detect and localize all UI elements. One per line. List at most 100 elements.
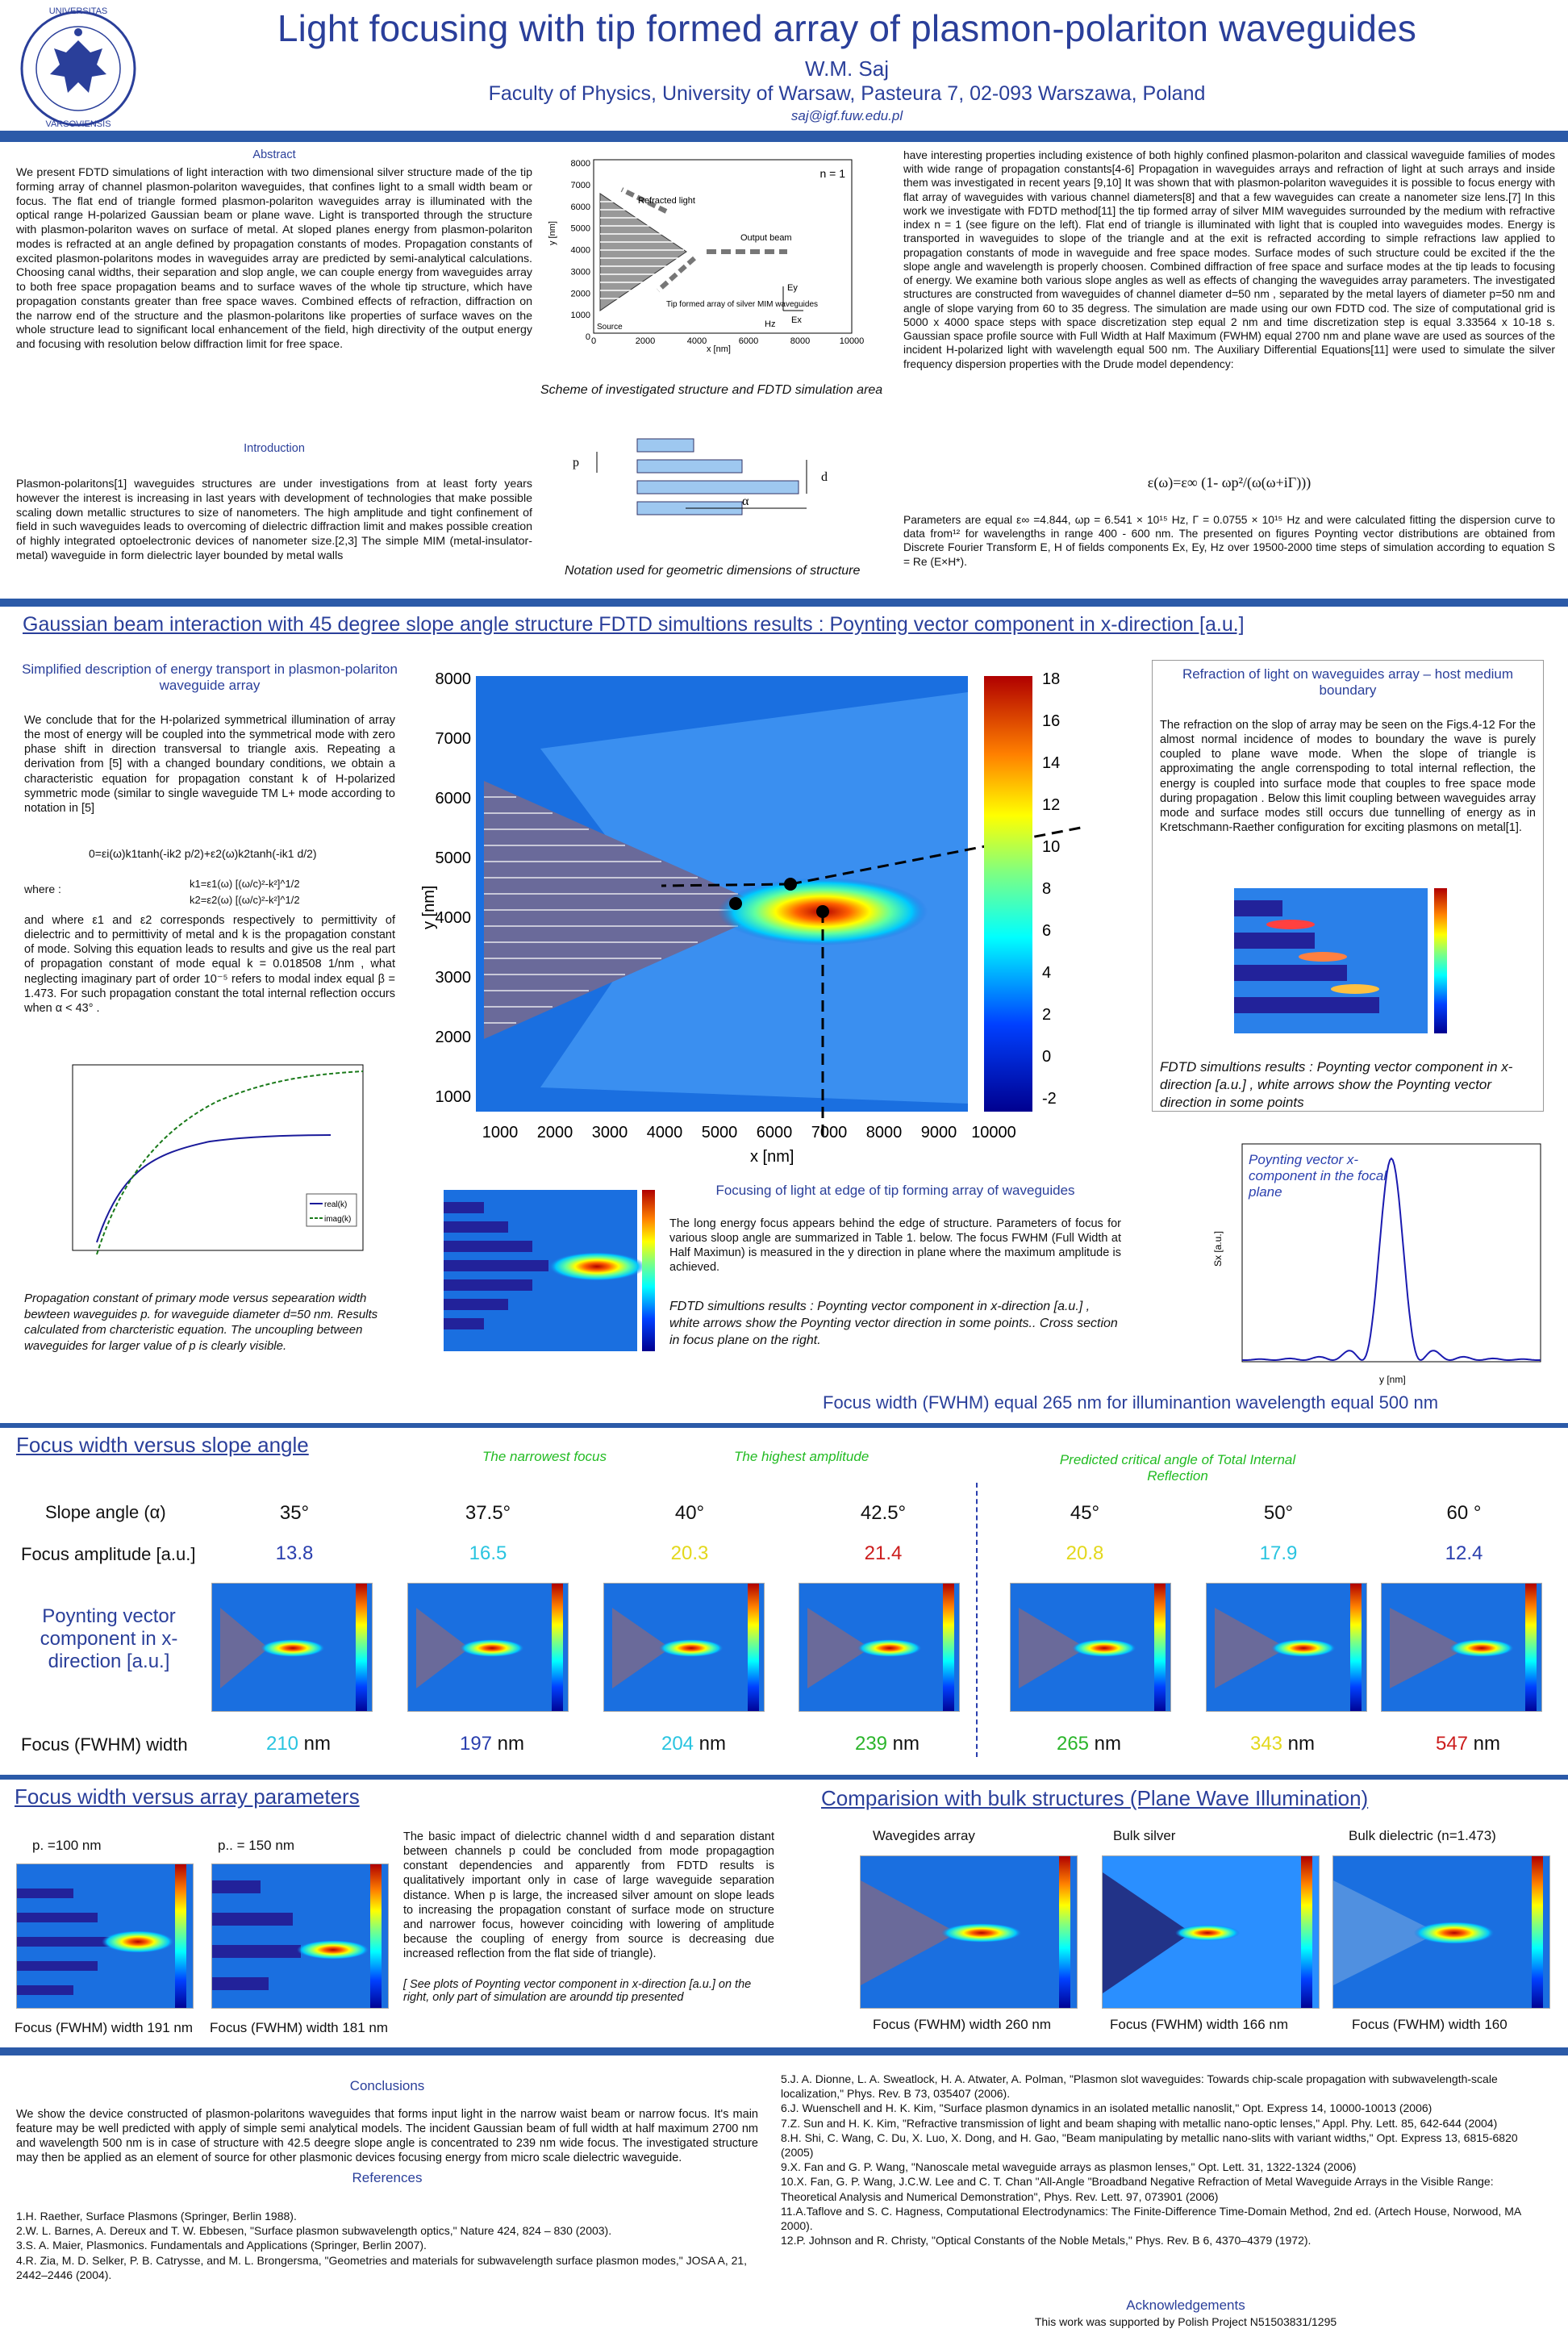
focus-amplitude-cell: 20.8: [1065, 1542, 1104, 1564]
main-ytick: 6000: [436, 790, 472, 808]
poster-title: Light focusing with tip formed array of …: [277, 7, 1417, 49]
legend-real: real(k): [324, 1200, 347, 1209]
fwhm100-label: Focus (FWHM) width 191 nm: [15, 2020, 194, 2035]
cbar-tick: 18: [1042, 670, 1060, 688]
scheme-tip-label: Tip formed array of silver MIM waveguide…: [666, 300, 818, 309]
scheme-ytick: 5000: [571, 224, 590, 234]
reference-item: 8.H. Shi, C. Wang, C. Du, X. Luo, X. Don…: [781, 2131, 1518, 2159]
abstract-heading: Abstract: [252, 148, 296, 161]
simpl-text1: We conclude that for the H-polarized sym…: [24, 714, 395, 815]
profile-label: Poynting vector x-component in the focal…: [1249, 1152, 1387, 1200]
method-text: have interesting properties including ex…: [903, 149, 1555, 370]
equation-2: k1=ε1(ω) [(ω/c)²-k²]^1/2: [190, 878, 300, 890]
slope-field-map: [603, 1583, 765, 1712]
cbar-tick: 8: [1042, 880, 1051, 898]
scheme-ytick: 0: [586, 332, 590, 342]
section-rule-3: [0, 1775, 1568, 1780]
refr-caption: FDTD simultions results : Poynting vecto…: [1160, 1059, 1513, 1111]
ack-heading: Acknowledgements: [1126, 2298, 1245, 2313]
header-rule: [0, 131, 1568, 142]
reference-item: 6.J. Wuenschell and H. K. Kim, "Surface …: [781, 2101, 1432, 2115]
equation-1: 0=εi(ω)k1tanh(-ik2 p/2)+ε2(ω)k2tanh(-ik1…: [89, 847, 317, 860]
scheme-ytick: 3000: [571, 267, 590, 277]
cbar-tick: -2: [1042, 1090, 1057, 1108]
section-rule-2: [0, 1423, 1568, 1428]
email[interactable]: saj@igf.fuw.edu.pl: [790, 108, 903, 123]
refr-text: The refraction on the slop of array may …: [1160, 719, 1536, 834]
introduction-text: Plasmon-polaritons[1] waveguides structu…: [16, 478, 532, 562]
scheme-source: Source: [597, 323, 623, 332]
focus-amplitude-cell: 21.4: [864, 1542, 903, 1564]
focus-fwhm-cell: 343 nm: [1249, 1733, 1316, 1755]
slope-field-map: [407, 1583, 569, 1712]
reference-item: 5.J. A. Dionne, L. A. Sweatlock, H. A. A…: [781, 2072, 1498, 2101]
slope-angle-cell: 35°: [279, 1502, 310, 1524]
notation-alpha: α: [742, 495, 749, 508]
reference-item: 2.W. L. Barnes, A. Dereux and T. W. Ebbe…: [16, 2224, 612, 2238]
main-xtick: 4000: [647, 1124, 683, 1141]
cbar-tick: 12: [1042, 796, 1060, 814]
focus-fwhm-cell: 547 nm: [1435, 1733, 1501, 1755]
main-ytick: 4000: [436, 909, 472, 927]
fwhm150-label: Focus (FWHM) width 181 nm: [210, 2020, 389, 2035]
scheme-ytick: 1000: [571, 311, 590, 320]
main-ytick: 7000: [436, 730, 472, 748]
bulk-heading: Comparision with bulk structures (Plane …: [821, 1786, 1369, 1810]
notation-caption: Notation used for geometric dimensions o…: [565, 564, 861, 578]
slope-field-map: [211, 1583, 373, 1712]
scheme-xtick: 2000: [636, 336, 655, 346]
cbar-tick: 0: [1042, 1048, 1051, 1066]
focus-fwhm-cell: 239 nm: [854, 1733, 920, 1755]
p100-label: p. =100 nm: [32, 1838, 102, 1853]
introduction-heading: Introduction: [244, 442, 305, 455]
main-ylabel: y [nm]: [420, 886, 438, 929]
main-xtick: 1000: [482, 1124, 519, 1141]
conclusions-text: We show the device constructed of plasmo…: [16, 2108, 758, 2165]
array-map-p100: [16, 1863, 194, 2009]
main-xlabel: x [nm]: [750, 1148, 794, 1166]
scheme-xtick: 4000: [687, 336, 707, 346]
cbar-tick: 10: [1042, 838, 1060, 856]
p150-label: p.. = 150 nm: [218, 1838, 294, 1853]
drude-equation: ε(ω)=ε∞ (1- ωp²/(ω(ω+iΓ))): [1147, 474, 1312, 490]
slope-angle-cell: 60 °: [1446, 1502, 1482, 1524]
focus-amplitude-cell: 16.5: [469, 1542, 507, 1564]
note-critical: Predicted critical angle of Total Intern…: [1059, 1452, 1296, 1484]
main-ytick: 5000: [436, 849, 472, 867]
logo-text-top: UNIVERSITAS: [48, 6, 108, 16]
bulk-map-array: [860, 1855, 1078, 2009]
slope-field-map: [1010, 1583, 1171, 1712]
notation-p: p: [573, 456, 579, 470]
focus-fwhm-cell: 197 nm: [459, 1733, 525, 1755]
profile-xlabel: y [nm]: [1379, 1374, 1406, 1385]
where-label: where :: [24, 883, 61, 895]
section-rule-1: [0, 599, 1568, 607]
references-right: 5.J. A. Dionne, L. A. Sweatlock, H. A. A…: [781, 2072, 1552, 2247]
conclusions-heading: Conclusions: [349, 2078, 425, 2093]
notation-d: d: [821, 470, 828, 484]
focus-amplitude-cell: 20.3: [670, 1542, 709, 1564]
author: W.M. Saj: [804, 56, 889, 81]
university-logo: [18, 8, 139, 129]
bulk-fwhm-dielectric: Focus (FWHM) width 160: [1352, 2017, 1508, 2032]
main-xtick: 7000: [811, 1124, 848, 1141]
main-ytick: 2000: [436, 1029, 472, 1046]
critical-divider: [976, 1483, 979, 1757]
row-poynting-label: Poynting vector component in x-direction…: [40, 1605, 178, 1672]
propagation-plot: real(k) imag(k): [40, 1057, 387, 1275]
focus-caption: FDTD simultions results : Poynting vecto…: [669, 1300, 1118, 1347]
slope-angle-cell: 42.5°: [860, 1502, 907, 1524]
scheme-n-label: n = 1: [819, 167, 845, 180]
slope-heading: Focus width versus slope angle: [16, 1433, 309, 1457]
simpl-heading: Simplified description of energy transpo…: [22, 662, 398, 693]
main-xtick: 3000: [592, 1124, 628, 1141]
scheme-ex: Ex: [791, 315, 802, 325]
main-ytick: 1000: [436, 1088, 472, 1106]
reference-item: 1.H. Raether, Surface Plasmons (Springer…: [16, 2210, 297, 2222]
references-heading: References: [352, 2170, 423, 2185]
legend-imag: imag(k): [324, 1215, 351, 1224]
note-narrowest: The narrowest focus: [482, 1449, 607, 1464]
scheme-ytick: 6000: [571, 202, 590, 212]
note-highest: The highest amplitude: [734, 1449, 869, 1464]
bulk-title-array: Wavegides array: [873, 1828, 975, 1843]
